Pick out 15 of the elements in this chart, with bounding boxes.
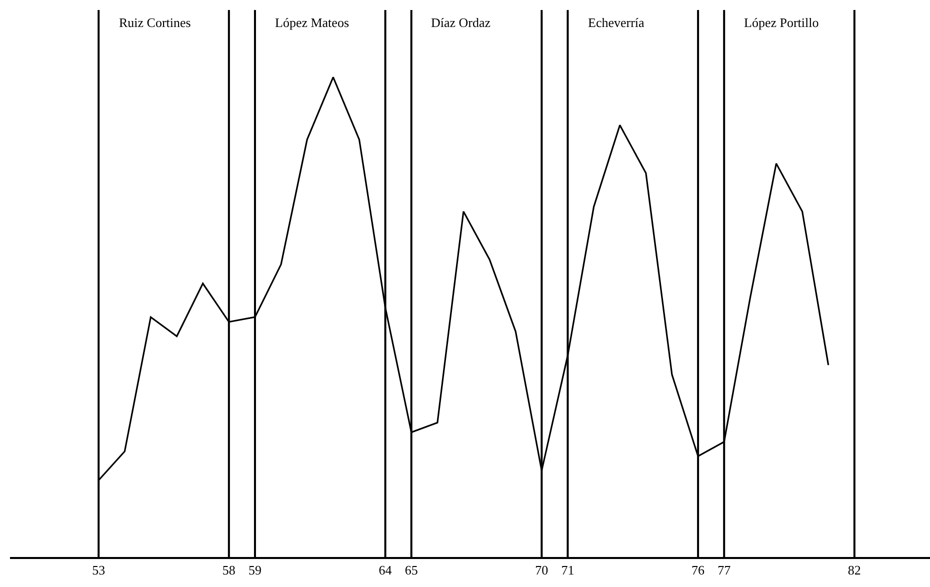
x-tick-label: 71 <box>561 562 574 578</box>
x-tick-label: 58 <box>222 562 236 578</box>
x-tick-label: 70 <box>535 562 548 578</box>
ref-line-label: López Mateos <box>275 15 350 30</box>
ref-line-label: Díaz Ordaz <box>431 15 491 30</box>
ref-line-label: López Portillo <box>744 15 819 30</box>
x-tick-label: 76 <box>692 562 706 578</box>
x-tick-label: 64 <box>378 562 392 578</box>
x-tick-label: 65 <box>404 562 418 578</box>
ref-line-label: Echeverría <box>588 15 645 30</box>
ref-line-label: Ruiz Cortines <box>119 15 191 30</box>
x-tick-label: 77 <box>718 562 732 578</box>
x-tick-label: 53 <box>92 562 106 578</box>
x-tick-label: 82 <box>848 562 861 578</box>
x-tick-label: 59 <box>248 562 262 578</box>
